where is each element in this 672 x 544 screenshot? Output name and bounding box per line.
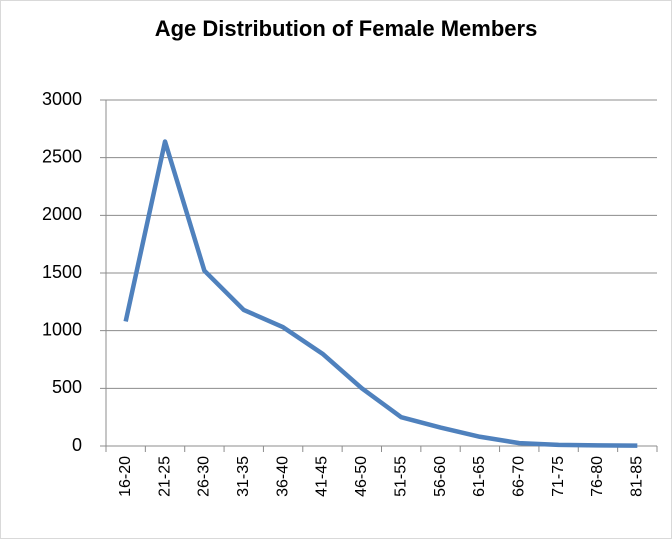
x-tick-label: 16-20 (117, 456, 134, 497)
y-tick-label: 500 (52, 377, 82, 397)
x-tick-label: 66-70 (510, 456, 527, 497)
x-tick-label: 36-40 (274, 456, 291, 497)
x-tick-label: 41-45 (314, 456, 331, 497)
y-tick-label: 0 (72, 435, 82, 455)
y-tick-label: 3000 (42, 89, 82, 109)
x-tick-label: 26-30 (196, 456, 213, 497)
x-tick-label: 71-75 (550, 456, 567, 497)
y-tick-label: 1000 (42, 319, 82, 339)
x-tick-label: 21-25 (156, 456, 173, 497)
x-tick-label: 81-85 (629, 456, 646, 497)
y-tick-label: 2000 (42, 204, 82, 224)
y-tick-label: 2500 (42, 146, 82, 166)
x-tick-label: 31-35 (235, 456, 252, 497)
line-series (123, 139, 638, 448)
x-tick-label: 61-65 (471, 456, 488, 497)
y-tick-label: 1500 (42, 262, 82, 282)
x-tick-label: 76-80 (589, 456, 606, 497)
x-tick-label: 46-50 (353, 456, 370, 497)
x-tick-label: 56-60 (432, 456, 449, 497)
x-tick-label: 51-55 (392, 456, 409, 497)
chart-title: Age Distribution of Female Members (155, 16, 538, 41)
